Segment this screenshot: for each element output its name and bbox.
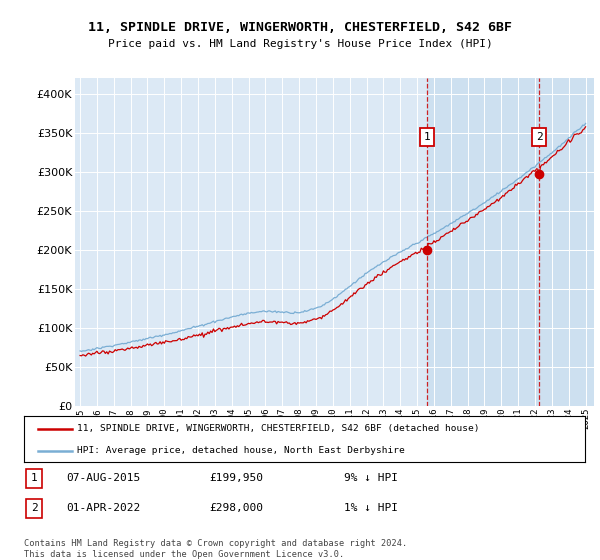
Text: £298,000: £298,000 bbox=[209, 503, 263, 514]
Text: £199,950: £199,950 bbox=[209, 473, 263, 483]
Text: 1% ↓ HPI: 1% ↓ HPI bbox=[344, 503, 398, 514]
Text: 1: 1 bbox=[31, 473, 37, 483]
Text: 11, SPINDLE DRIVE, WINGERWORTH, CHESTERFIELD, S42 6BF: 11, SPINDLE DRIVE, WINGERWORTH, CHESTERF… bbox=[88, 21, 512, 34]
Text: Contains HM Land Registry data © Crown copyright and database right 2024.
This d: Contains HM Land Registry data © Crown c… bbox=[24, 539, 407, 559]
Text: HPI: Average price, detached house, North East Derbyshire: HPI: Average price, detached house, Nort… bbox=[77, 446, 405, 455]
Text: 1: 1 bbox=[424, 132, 430, 142]
Text: 9% ↓ HPI: 9% ↓ HPI bbox=[344, 473, 398, 483]
Text: 11, SPINDLE DRIVE, WINGERWORTH, CHESTERFIELD, S42 6BF (detached house): 11, SPINDLE DRIVE, WINGERWORTH, CHESTERF… bbox=[77, 424, 480, 433]
Text: 2: 2 bbox=[536, 132, 542, 142]
Text: 01-APR-2022: 01-APR-2022 bbox=[66, 503, 140, 514]
Text: 2: 2 bbox=[31, 503, 37, 514]
Text: 07-AUG-2015: 07-AUG-2015 bbox=[66, 473, 140, 483]
Bar bbox=[427, 78, 594, 406]
Text: Price paid vs. HM Land Registry's House Price Index (HPI): Price paid vs. HM Land Registry's House … bbox=[107, 39, 493, 49]
